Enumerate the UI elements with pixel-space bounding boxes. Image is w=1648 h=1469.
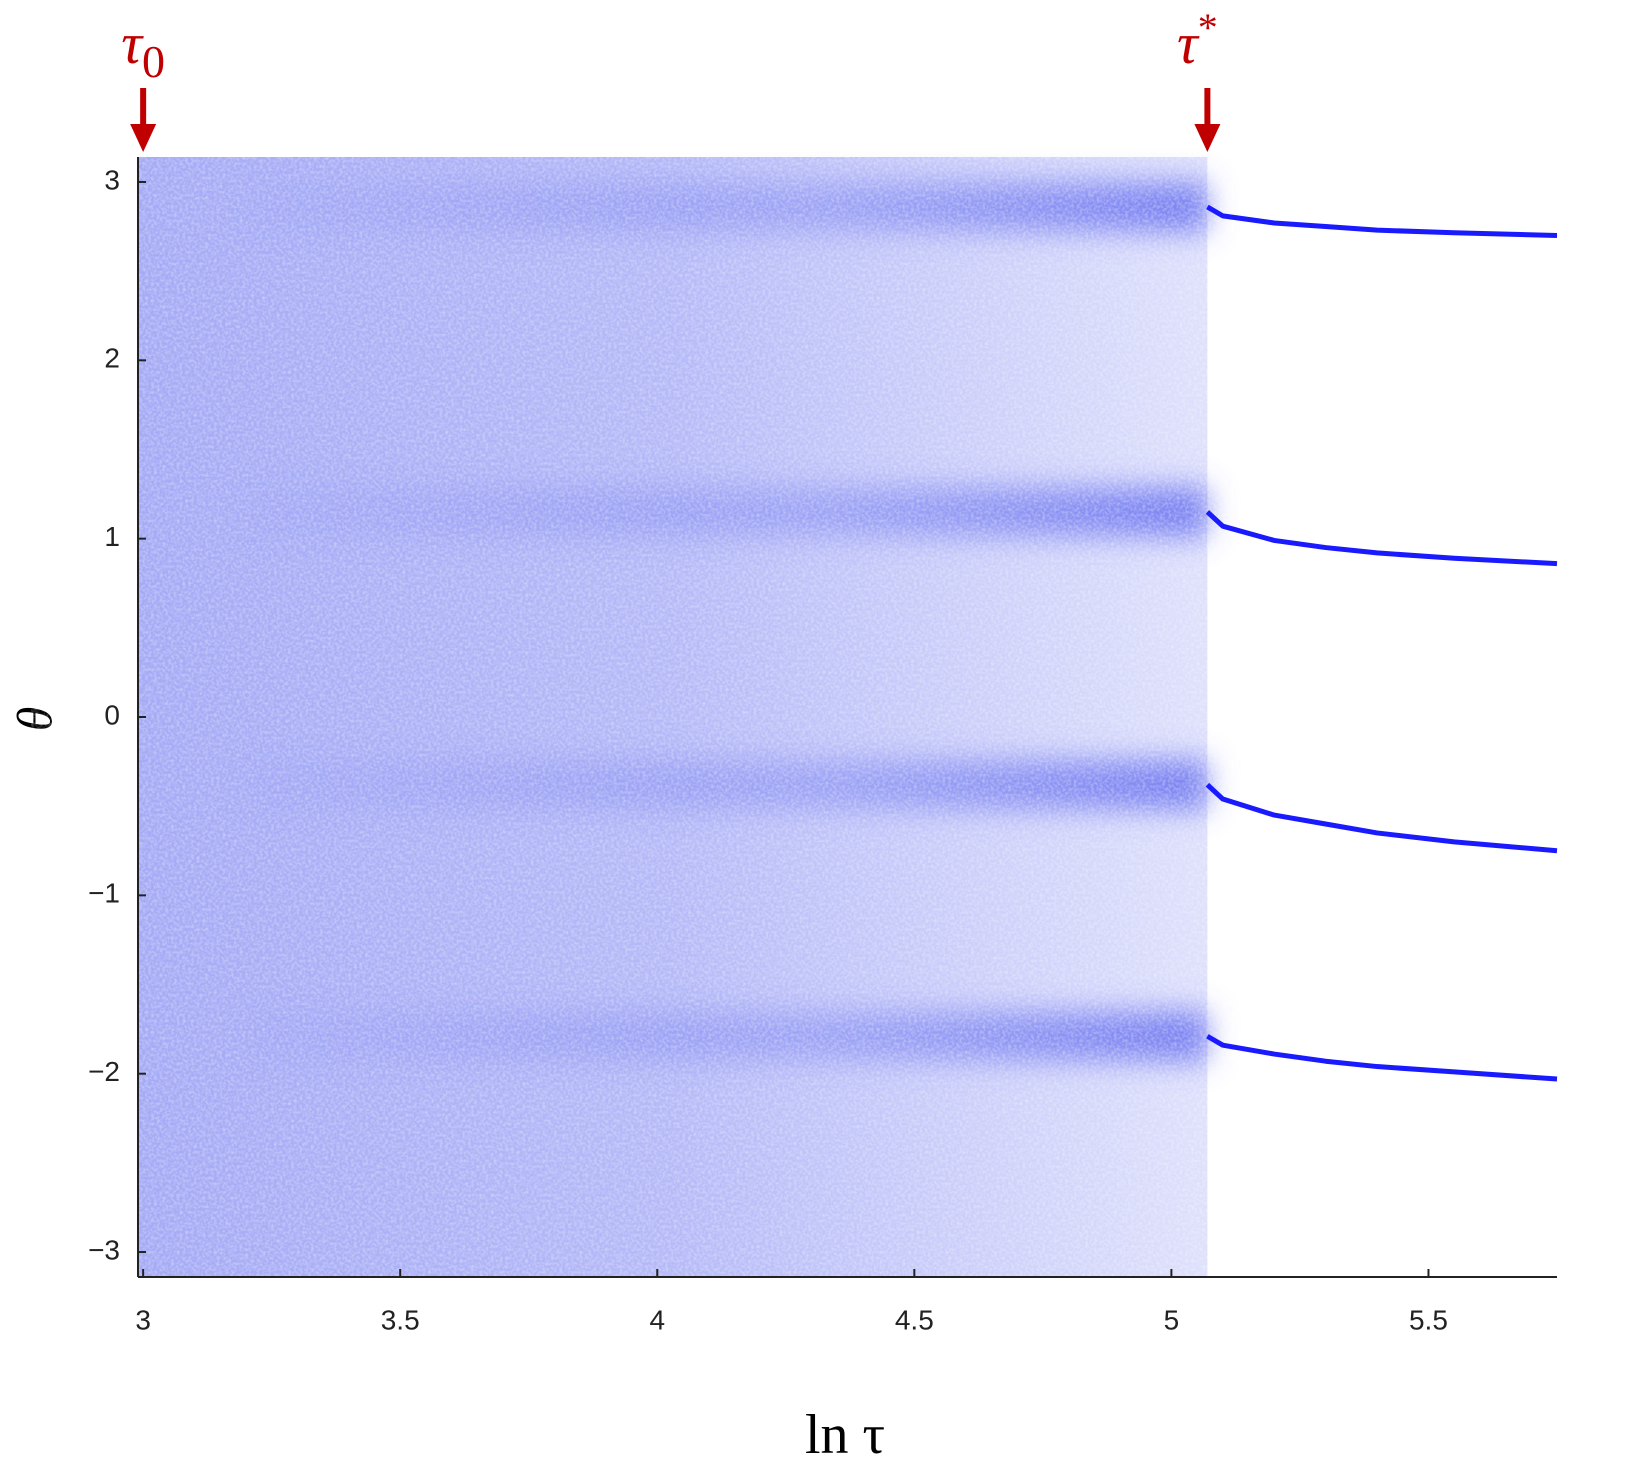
y-tick-label: −1 [88,878,120,909]
annotation-symbol: τ [121,11,144,76]
annotation-script: 0 [142,36,165,87]
x-axis-label: ln τ [805,1404,885,1466]
branch-line [1206,204,1558,238]
branch-line [1205,782,1558,854]
x-tick-label: 4.5 [895,1304,934,1335]
annotation-arrowhead [1194,124,1221,152]
y-tick-label: 1 [104,521,120,552]
y-tick-label: 0 [104,699,120,730]
annotation-arrowhead [130,124,157,152]
y-axis-label: θ [6,707,62,732]
x-tick-label: 3.5 [381,1304,420,1335]
annotation-symbol: τ [1177,11,1200,76]
branch-line [1206,1034,1558,1082]
x-tick-label: 4 [649,1304,665,1335]
x-tick-label: 3 [135,1304,151,1335]
cloud-texture [138,157,1208,1277]
y-tick-label: 2 [104,343,120,374]
y-tick-label: −2 [88,1056,120,1087]
branch-line [1205,510,1558,567]
x-tick-label: 5 [1164,1304,1180,1335]
annotation-label: τ0 [121,11,165,86]
x-tick-label: 5.5 [1409,1304,1448,1335]
y-tick-label: 3 [104,164,120,195]
annotation-script: * [1198,5,1218,50]
y-tick-label: −3 [88,1234,120,1265]
annotation-label: τ* [1177,5,1218,76]
